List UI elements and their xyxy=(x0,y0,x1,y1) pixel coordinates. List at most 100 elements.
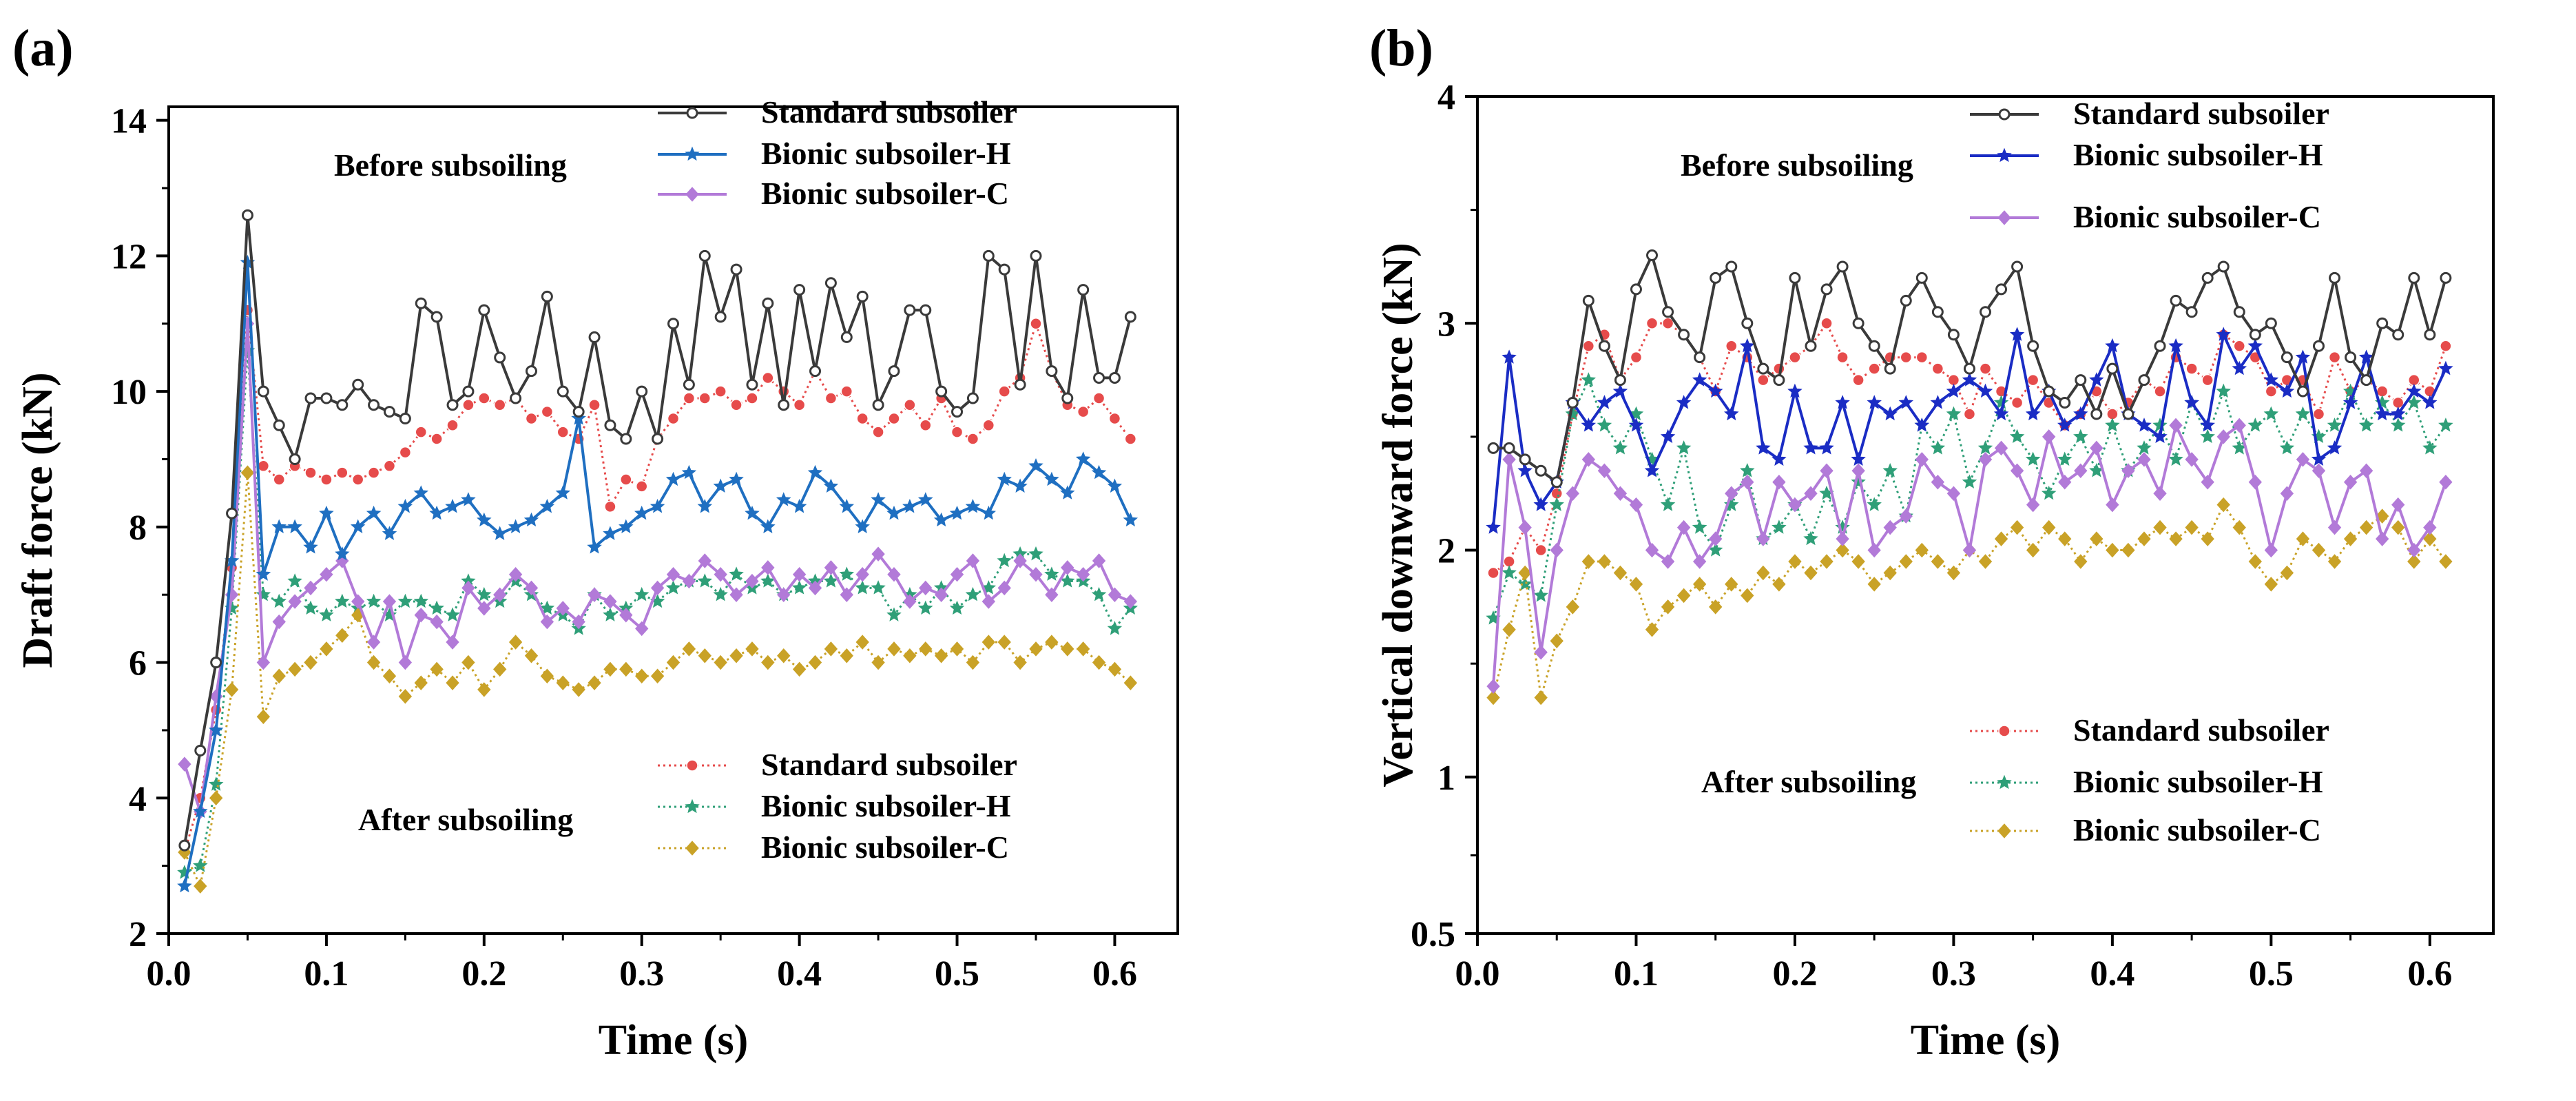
data-point xyxy=(1644,463,1660,477)
data-point xyxy=(1772,475,1786,490)
data-point xyxy=(1645,542,1659,558)
data-point xyxy=(1867,497,1882,511)
data-point xyxy=(792,661,807,677)
data-point xyxy=(1676,588,1691,604)
data-point xyxy=(414,607,428,623)
data-point xyxy=(1093,371,1105,384)
data-point xyxy=(1882,406,1898,421)
data-point xyxy=(539,600,555,615)
data-point xyxy=(1852,373,1865,387)
data-point xyxy=(2058,531,2072,546)
data-point xyxy=(2185,306,2198,318)
data-point xyxy=(2424,329,2436,341)
data-point xyxy=(1692,372,1707,387)
data-point xyxy=(603,526,618,540)
legend-swatch-marker xyxy=(1997,823,2011,838)
data-point xyxy=(2216,429,2230,444)
plot-area-b xyxy=(1486,249,2453,706)
data-point xyxy=(714,311,727,323)
data-point xyxy=(1978,554,1993,569)
data-point xyxy=(1805,340,1817,352)
data-point xyxy=(840,385,853,398)
data-point xyxy=(208,776,224,791)
legend-swatch-marker xyxy=(1997,774,2012,790)
data-point xyxy=(2106,362,2119,375)
legend-swatch-marker xyxy=(1997,147,2012,163)
data-point xyxy=(761,655,775,670)
data-point xyxy=(1581,372,1597,387)
data-point xyxy=(1597,554,1612,569)
data-point xyxy=(2185,362,2198,375)
data-point xyxy=(1645,622,1659,637)
data-point xyxy=(2009,327,2025,341)
data-point xyxy=(462,399,475,411)
data-point xyxy=(1962,372,1977,387)
data-point xyxy=(510,392,522,404)
data-point xyxy=(209,790,223,806)
data-point xyxy=(872,399,884,411)
data-point xyxy=(2280,565,2294,581)
data-point xyxy=(2075,374,2087,387)
data-point xyxy=(2217,260,2230,273)
data-point xyxy=(2073,429,2088,444)
data-point xyxy=(1710,271,1722,284)
data-point xyxy=(256,655,271,670)
data-point xyxy=(367,466,380,479)
legend-entry-label: Bionic subsoiler-C xyxy=(761,830,1009,865)
data-point xyxy=(1566,486,1579,501)
data-point xyxy=(2439,475,2453,490)
data-point xyxy=(178,757,191,772)
data-point xyxy=(635,668,649,683)
data-point xyxy=(1028,546,1043,561)
data-point xyxy=(492,526,508,540)
data-point xyxy=(1803,531,1818,546)
data-point xyxy=(966,655,980,670)
data-point xyxy=(1882,463,1898,477)
data-point xyxy=(2042,429,2056,444)
data-point xyxy=(2010,519,2024,535)
data-point xyxy=(1597,418,1612,432)
x-tick-label: 0.0 xyxy=(147,954,191,994)
data-point xyxy=(2263,372,2279,387)
data-point xyxy=(588,675,601,690)
data-point xyxy=(226,507,238,519)
series-a-0 xyxy=(178,209,1136,852)
data-point xyxy=(603,607,618,621)
data-point xyxy=(2358,349,2374,364)
data-point xyxy=(1740,462,1755,477)
data-point xyxy=(1612,440,1628,455)
data-point xyxy=(2025,451,2041,466)
data-point xyxy=(1550,542,1564,558)
data-point xyxy=(1662,306,1674,318)
data-point xyxy=(2249,329,2261,341)
data-point xyxy=(604,419,616,431)
data-point xyxy=(1044,471,1059,486)
legend-entry-label: Bionic subsoiler-H xyxy=(761,136,1011,171)
data-point xyxy=(382,668,397,683)
data-point xyxy=(1756,531,1770,546)
data-point xyxy=(2010,463,2024,479)
data-point xyxy=(745,505,760,520)
data-point xyxy=(1756,440,1771,455)
data-point xyxy=(2152,418,2168,432)
data-point xyxy=(760,519,776,533)
data-point xyxy=(1820,463,1834,479)
data-point xyxy=(415,297,427,309)
data-point xyxy=(2185,452,2199,467)
data-point xyxy=(366,655,381,670)
data-point xyxy=(746,378,758,391)
data-point xyxy=(1630,283,1642,296)
data-point xyxy=(981,505,997,520)
data-point xyxy=(2122,408,2134,420)
data-point xyxy=(1773,374,1785,387)
data-point xyxy=(587,539,602,554)
data-point xyxy=(572,682,585,697)
data-point xyxy=(493,399,506,411)
x-tick-label: 0.2 xyxy=(461,954,506,994)
data-point xyxy=(1915,271,1928,284)
data-point xyxy=(698,392,711,404)
data-point xyxy=(320,566,333,582)
data-point xyxy=(2233,306,2245,318)
data-point xyxy=(1789,351,1801,364)
